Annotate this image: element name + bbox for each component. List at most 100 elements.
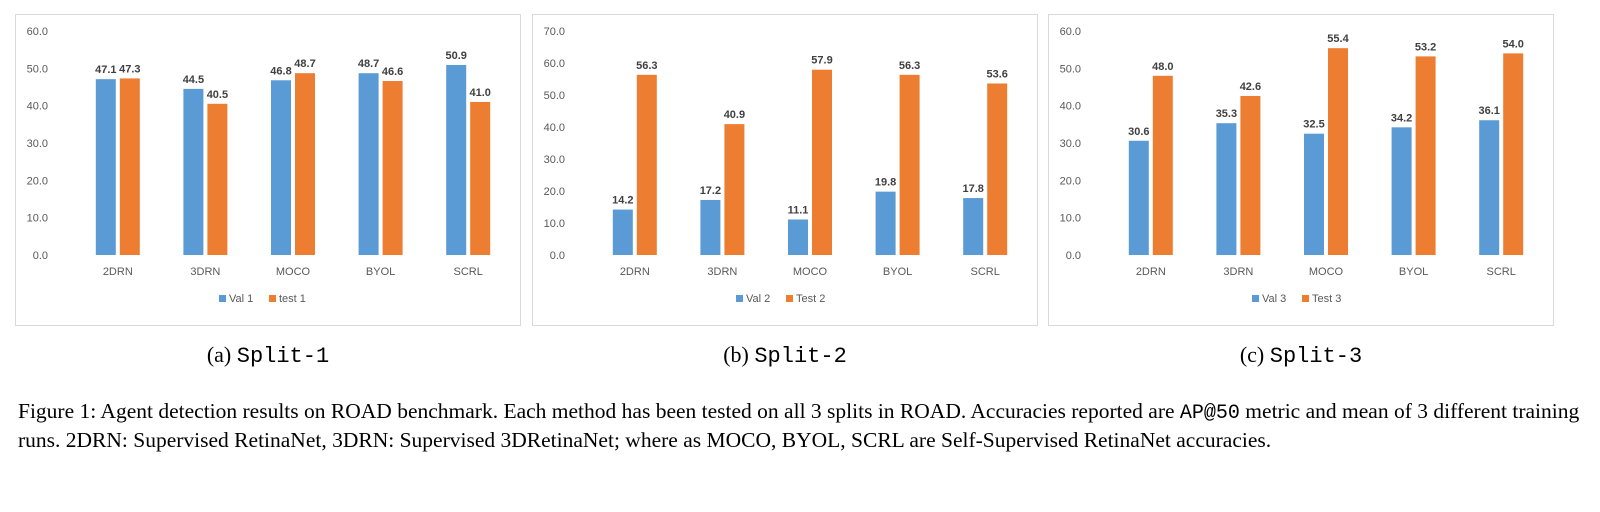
y-tick-label: 50.0 (1060, 63, 1081, 75)
data-label: 35.3 (1216, 108, 1237, 120)
caption-metric: AP@50 (1179, 402, 1240, 425)
bar (612, 209, 633, 255)
y-tick-label: 10.0 (27, 213, 48, 225)
subcaption-split-1: (a) Split-1 (15, 342, 521, 369)
y-tick-label: 40.0 (27, 101, 48, 113)
bar (1415, 56, 1436, 256)
bar (358, 73, 379, 255)
data-label: 48.7 (294, 58, 315, 70)
category-label: MOCO (276, 266, 311, 278)
data-label: 17.2 (700, 185, 721, 197)
legend-swatch (1302, 295, 1309, 302)
data-label: 40.9 (724, 109, 745, 121)
data-label: 48.7 (358, 58, 379, 70)
bar (1152, 75, 1173, 255)
category-label: BYOL (883, 266, 912, 278)
data-label: 36.1 (1478, 105, 1499, 117)
y-tick-label: 60.0 (1060, 26, 1081, 38)
bar (788, 219, 808, 255)
subcaption-split-2: (b) Split-2 (532, 342, 1038, 369)
legend-label: Val 3 (1262, 293, 1286, 305)
legend-swatch (1252, 295, 1259, 302)
y-tick-label: 0.0 (33, 250, 48, 262)
category-label: BYOL (1399, 266, 1428, 278)
subcaption-prefix: (a) (206, 342, 232, 367)
y-tick-label: 50.0 (27, 63, 48, 75)
bar (119, 78, 140, 255)
data-label: 53.2 (1415, 41, 1436, 53)
bar (183, 88, 204, 255)
bar (95, 79, 116, 255)
data-label: 32.5 (1303, 119, 1324, 131)
chart-panel-split-1: 0.0 10.0 20.0 30.0 40.0 50.0 60.0 47.1 47.3 2DRN 4… (15, 14, 521, 326)
data-label: 17.8 (962, 183, 983, 195)
category-label: 2DRN (620, 266, 650, 278)
bar (1503, 53, 1524, 256)
bar (295, 73, 315, 255)
y-tick-label: 60.0 (544, 58, 565, 70)
legend-swatch (736, 295, 743, 302)
chart-panel-split-3: 0.0 10.0 20.0 30.0 40.0 50.0 60.0 30.6 48.0 2DRN 3… (1048, 14, 1554, 326)
y-tick-label: 30.0 (1060, 138, 1081, 150)
bar (271, 80, 291, 255)
bar (724, 124, 745, 256)
bar (446, 64, 467, 255)
y-tick-label: 40.0 (1060, 101, 1081, 113)
data-label: 46.6 (382, 66, 403, 78)
category-label: BYOL (366, 266, 395, 278)
bar (987, 83, 1008, 255)
data-label: 41.0 (469, 87, 490, 99)
data-label: 42.6 (1240, 81, 1261, 93)
bar-chart-split-2: 0.0 10.0 20.0 30.0 40.0 50.0 60.0 70.0 14.2 56.3 2… (544, 26, 1008, 305)
bar (875, 191, 896, 255)
data-label: 50.9 (445, 50, 466, 62)
category-label: SCRL (454, 266, 483, 278)
legend-label: Test 3 (1312, 293, 1341, 305)
data-label: 11.1 (788, 204, 809, 216)
legend-label: test 1 (279, 293, 306, 305)
subcaption-name: Split-1 (236, 344, 330, 369)
bar (207, 103, 228, 255)
legend-label: Test 2 (796, 293, 825, 305)
bar (812, 69, 832, 255)
category-label: MOCO (793, 266, 828, 278)
category-label: 3DRN (1223, 266, 1253, 278)
bar (1391, 127, 1412, 255)
data-label: 48.0 (1152, 61, 1173, 73)
category-label: MOCO (1309, 266, 1344, 278)
legend-label: Val 2 (746, 293, 770, 305)
legend-swatch (219, 295, 226, 302)
data-label: 55.4 (1327, 33, 1349, 45)
caption-text-2: metric and mean of 3 different training … (18, 399, 1580, 452)
data-label: 56.3 (899, 60, 920, 72)
data-label: 46.8 (270, 65, 291, 77)
category-label: 2DRN (1136, 266, 1166, 278)
chart-panel-split-2: 0.0 10.0 20.0 30.0 40.0 50.0 60.0 70.0 14.2 56.3 2… (532, 14, 1038, 326)
bar (963, 198, 984, 255)
subcaption-split-3: (c) Split-3 (1048, 342, 1554, 369)
data-label: 44.5 (183, 74, 204, 86)
y-tick-label: 20.0 (1060, 175, 1081, 187)
bar (1479, 120, 1500, 255)
legend: Val 1 test 1 (219, 293, 306, 305)
category-label: 3DRN (190, 266, 220, 278)
data-label: 54.0 (1502, 38, 1523, 50)
data-label: 57.9 (811, 55, 832, 67)
data-label: 47.1 (95, 64, 116, 76)
y-tick-label: 0.0 (1066, 250, 1081, 262)
bar (470, 101, 491, 255)
data-label: 14.2 (612, 195, 633, 207)
bar (636, 74, 657, 255)
legend-label: Val 1 (229, 293, 253, 305)
bar-chart-split-3: 0.0 10.0 20.0 30.0 40.0 50.0 60.0 30.6 48.0 2DRN 3… (1060, 26, 1524, 305)
subcaption-name: Split-2 (754, 344, 847, 369)
y-tick-label: 30.0 (27, 138, 48, 150)
y-tick-label: 10.0 (1060, 213, 1081, 225)
subcaption-name: Split-3 (1269, 344, 1363, 369)
category-label: SCRL (971, 266, 1000, 278)
figure-caption: Figure 1: Agent detection results on ROA… (18, 398, 1588, 454)
subcaption-prefix: (c) (1239, 342, 1265, 367)
data-label: 47.3 (119, 63, 140, 75)
category-label: SCRL (1487, 266, 1516, 278)
data-label: 56.3 (636, 60, 657, 72)
